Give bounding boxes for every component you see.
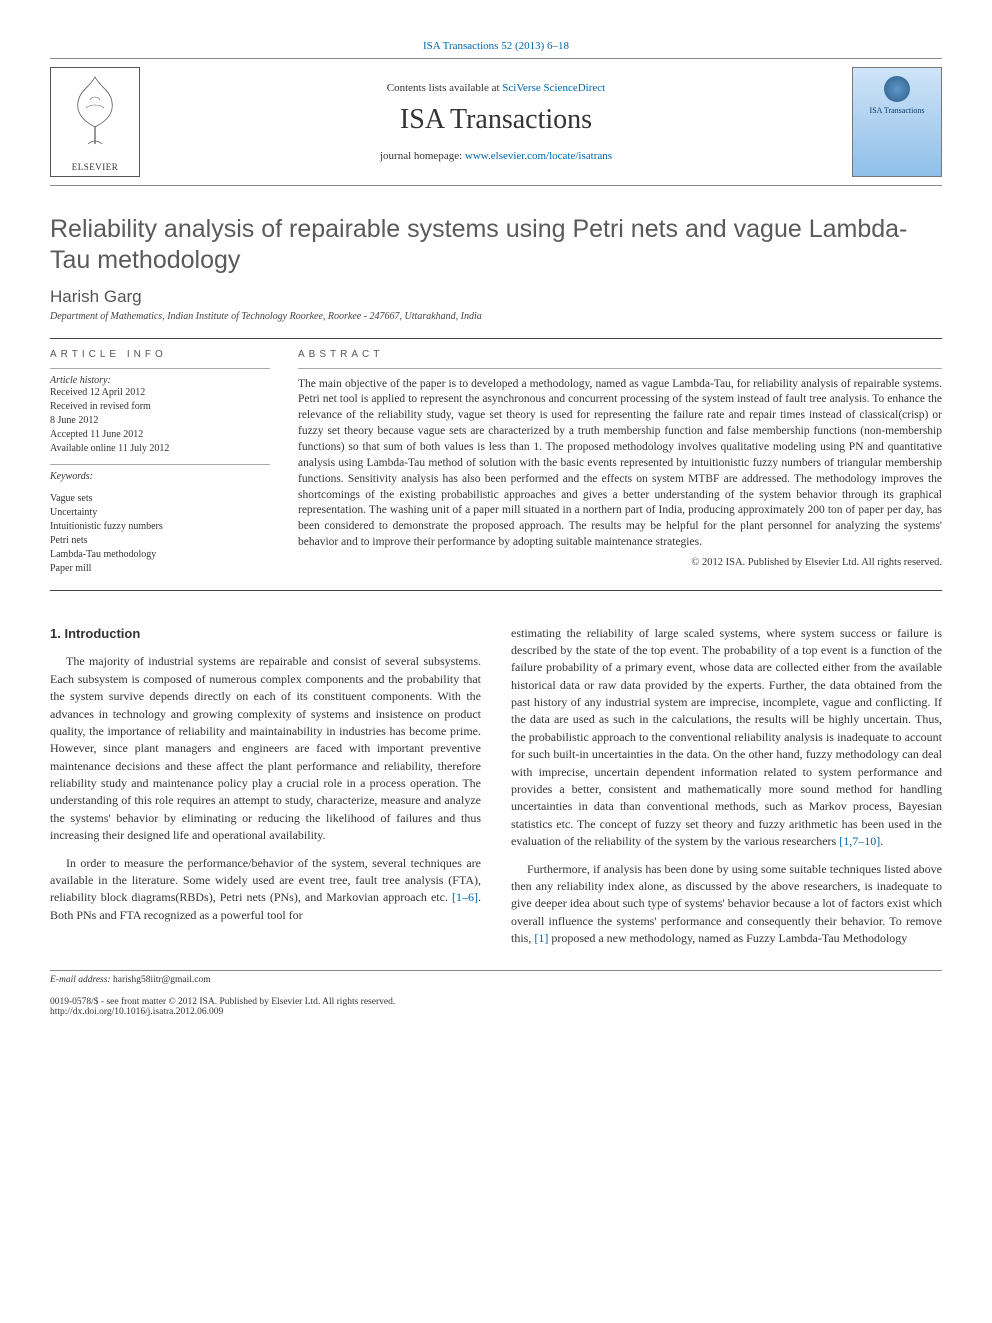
- journal-info: Contents lists available at SciVerse Sci…: [140, 82, 852, 162]
- author-name: Harish Garg: [50, 287, 942, 307]
- history-label: Article history:: [50, 375, 270, 386]
- history-item: Available online 11 July 2012: [50, 442, 270, 456]
- email-line: E-mail address: harishg58iitr@gmail.com: [50, 975, 942, 985]
- intro-heading: 1. Introduction: [50, 625, 481, 644]
- text-run: estimating the reliability of large scal…: [511, 626, 942, 849]
- journal-homepage: journal homepage: www.elsevier.com/locat…: [154, 150, 838, 162]
- keywords-list: Vague sets Uncertainty Intuitionistic fu…: [50, 492, 270, 576]
- doi-link[interactable]: http://dx.doi.org/10.1016/j.isatra.2012.…: [50, 1007, 942, 1017]
- body-paragraph: The majority of industrial systems are r…: [50, 653, 481, 844]
- affiliation: Department of Mathematics, Indian Instit…: [50, 311, 942, 322]
- abstract-text: The main objective of the paper is to de…: [298, 377, 942, 551]
- keyword: Intuitionistic fuzzy numbers: [50, 520, 270, 534]
- text-run: proposed a new methodology, named as Fuz…: [548, 931, 907, 945]
- keyword: Lambda-Tau methodology: [50, 548, 270, 562]
- history-item: Received 12 April 2012: [50, 386, 270, 400]
- history-item: Accepted 11 June 2012: [50, 428, 270, 442]
- keyword: Uncertainty: [50, 506, 270, 520]
- keyword: Petri nets: [50, 534, 270, 548]
- abstract-block: ABSTRACT The main objective of the paper…: [298, 349, 942, 576]
- elsevier-tree-icon: [60, 72, 130, 150]
- citation-link[interactable]: [1,7–10]: [839, 834, 880, 848]
- info-rule: [50, 368, 270, 369]
- history-item: Received in revised form: [50, 400, 270, 414]
- sciencedirect-link[interactable]: SciVerse ScienceDirect: [502, 82, 605, 94]
- text-run: .: [880, 834, 883, 848]
- body-paragraph: Furthermore, if analysis has been done b…: [511, 861, 942, 948]
- cover-title: ISA Transactions: [870, 106, 925, 115]
- rule-below-meta: [50, 590, 942, 591]
- front-matter-line: 0019-0578/$ - see front matter © 2012 IS…: [50, 997, 942, 1007]
- info-head: ARTICLE INFO: [50, 349, 270, 360]
- meta-columns: ARTICLE INFO Article history: Received 1…: [50, 349, 942, 576]
- citation-link[interactable]: [1]: [534, 931, 548, 945]
- publisher-logo: ELSEVIER: [50, 67, 140, 177]
- homepage-prefix: journal homepage:: [380, 150, 465, 162]
- history-item: 8 June 2012: [50, 414, 270, 428]
- journal-header: ELSEVIER Contents lists available at Sci…: [50, 58, 942, 186]
- abstract-rule: [298, 368, 942, 369]
- body-columns: 1. Introduction The majority of industri…: [50, 625, 942, 948]
- keyword: Paper mill: [50, 562, 270, 576]
- contents-prefix: Contents lists available at: [387, 82, 502, 94]
- page: ISA Transactions 52 (2013) 6–18 ELSEVIER…: [0, 0, 992, 1057]
- email-label: E-mail address:: [50, 975, 113, 985]
- abstract-copyright: © 2012 ISA. Published by Elsevier Ltd. A…: [298, 557, 942, 568]
- body-paragraph: In order to measure the performance/beha…: [50, 855, 481, 925]
- keywords-label: Keywords:: [50, 471, 270, 482]
- journal-title: ISA Transactions: [154, 104, 838, 136]
- text-run: In order to measure the performance/beha…: [50, 856, 481, 905]
- kw-rule: [50, 464, 270, 465]
- citation-link[interactable]: [1–6]: [452, 890, 478, 904]
- abstract-head: ABSTRACT: [298, 349, 942, 360]
- article-info: ARTICLE INFO Article history: Received 1…: [50, 349, 270, 576]
- contents-line: Contents lists available at SciVerse Sci…: [154, 82, 838, 94]
- footer: E-mail address: harishg58iitr@gmail.com …: [50, 970, 942, 1017]
- body-paragraph: estimating the reliability of large scal…: [511, 625, 942, 851]
- keyword: Vague sets: [50, 492, 270, 506]
- rule-above-meta: [50, 338, 942, 339]
- homepage-link[interactable]: www.elsevier.com/locate/isatrans: [465, 150, 612, 162]
- email-address[interactable]: harishg58iitr@gmail.com: [113, 975, 211, 985]
- running-head-text: ISA Transactions 52 (2013) 6–18: [423, 40, 569, 52]
- article-title: Reliability analysis of repairable syste…: [50, 214, 942, 277]
- journal-cover: ISA Transactions: [852, 67, 942, 177]
- publisher-name: ELSEVIER: [72, 162, 119, 172]
- cover-globe-icon: [884, 76, 910, 102]
- running-head: ISA Transactions 52 (2013) 6–18: [50, 40, 942, 52]
